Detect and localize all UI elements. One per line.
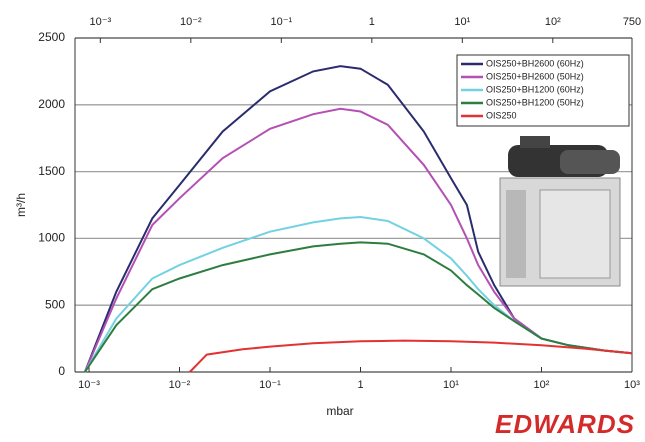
- y-tick-label: 500: [45, 297, 65, 311]
- pump-top: [520, 136, 550, 148]
- x2-tick-label: 10²: [545, 16, 561, 28]
- pump-panel: [506, 190, 526, 278]
- y-tick-label: 2000: [38, 97, 65, 111]
- x2-tick-label: 1: [369, 16, 375, 28]
- x-tick-label: 10⁻¹: [259, 379, 281, 391]
- x-tick-label: 1: [357, 379, 363, 391]
- y-tick-label: 1000: [38, 231, 65, 245]
- y-axis-label: m³/h: [14, 193, 28, 217]
- x2-tick-label: 10⁻¹: [270, 16, 292, 28]
- legend-label: OIS250+BH1200 (50Hz): [486, 97, 584, 107]
- x-tick-label: 10³: [624, 379, 640, 391]
- logo: EDWARDS: [495, 409, 635, 439]
- x-tick-label: 10²: [534, 379, 550, 391]
- x-tick-label: 10⁻²: [169, 379, 191, 391]
- chart: m³/h mbar EDWARDS 0 500 1000 1500 2000 2500 10…: [0, 0, 645, 442]
- legend-label: OIS250+BH2600 (50Hz): [486, 71, 584, 81]
- y-tick-label: 2500: [38, 30, 65, 44]
- legend: OIS250+BH2600 (60Hz) OIS250+BH2600 (50Hz)…: [457, 55, 629, 126]
- x-tick-label: 10⁻³: [78, 379, 100, 391]
- x-tick-label: 10¹: [443, 379, 459, 391]
- x2-tick-label: 10⁻³: [89, 16, 111, 28]
- x-axis-label: mbar: [326, 404, 353, 418]
- x2-tick-label: 10¹: [454, 16, 470, 28]
- y-tick-label: 1500: [38, 164, 65, 178]
- legend-label: OIS250+BH2600 (60Hz): [486, 58, 584, 68]
- product-image: [500, 136, 620, 286]
- legend-label: OIS250: [486, 110, 517, 120]
- x2-tick-label: 750: [623, 16, 641, 28]
- pump-panel: [540, 190, 610, 278]
- x2-tick-label: 10⁻²: [180, 16, 202, 28]
- y-tick-label: 0: [58, 364, 65, 378]
- legend-label: OIS250+BH1200 (60Hz): [486, 84, 584, 94]
- pump-motor: [560, 150, 620, 174]
